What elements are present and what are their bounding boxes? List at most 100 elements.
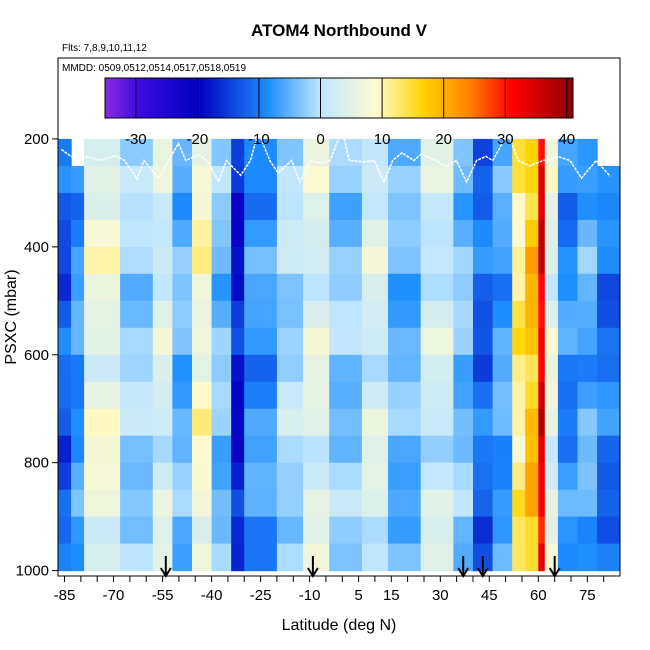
arrow-markers [159, 556, 561, 578]
heatmap-cell [276, 516, 304, 545]
heatmap-cell [473, 516, 494, 545]
heatmap-cell [388, 516, 422, 545]
heatmap-cell [544, 219, 559, 248]
heatmap-cell [512, 246, 526, 275]
heatmap-cell [303, 354, 330, 383]
heatmap-cell [525, 408, 539, 437]
heatmap-cell [231, 354, 245, 383]
heatmap-cell [544, 435, 559, 464]
heatmap-cell [244, 219, 278, 248]
heatmap-cell [244, 489, 278, 518]
heatmap-cell [231, 543, 245, 572]
heatmap-cell [231, 516, 245, 545]
heatmap-cell [152, 462, 173, 491]
heatmap-cell [172, 354, 193, 383]
heatmap-cell [303, 192, 330, 221]
heatmap-cell [211, 300, 232, 329]
heatmap-cell [211, 165, 232, 194]
heatmap-cell [544, 408, 559, 437]
heatmap-cell [71, 462, 85, 491]
heatmap-cell [512, 543, 526, 572]
heatmap-cell [538, 165, 546, 194]
heatmap-cell [303, 300, 330, 329]
heatmap-cell [84, 516, 121, 545]
heatmap-cell [71, 381, 85, 410]
heatmap-cell [172, 543, 193, 572]
heatmap-cell [577, 192, 598, 221]
heatmap-cell [192, 435, 213, 464]
heatmap-cell [512, 516, 526, 545]
heatmap-cell [84, 219, 121, 248]
colorbar-tick-label: 20 [435, 131, 452, 148]
heatmap-cell [453, 327, 474, 356]
heatmap-cell [211, 381, 232, 410]
heatmap-cell [172, 381, 193, 410]
heatmap-cell [329, 516, 363, 545]
heatmap-cell [420, 435, 454, 464]
heatmap-cell [512, 435, 526, 464]
heatmap-cell [557, 327, 579, 356]
heatmap-cell [525, 489, 539, 518]
heatmap-cell [473, 381, 494, 410]
heatmap-cell [329, 489, 363, 518]
heatmap-cell [473, 138, 494, 167]
dates-note: MMDD: 0509,0512,0514,0517,0518,0519 [62, 63, 246, 74]
heatmap-cell [388, 138, 422, 167]
heatmap-cell [244, 246, 278, 275]
heatmap-cell [525, 246, 539, 275]
heatmap-cell [361, 273, 389, 302]
heatmap-cell [453, 435, 474, 464]
heatmap-cell [303, 246, 330, 275]
heatmap-cell [84, 273, 121, 302]
colorbar-tick-label: 40 [558, 131, 575, 148]
heatmap-cell [211, 516, 232, 545]
heatmap-cell [544, 273, 559, 302]
heatmap-cell [577, 246, 598, 275]
heatmap-cell [231, 435, 245, 464]
heatmap-cell [525, 327, 539, 356]
heatmap-cell [152, 516, 173, 545]
heatmap-cell [231, 246, 245, 275]
heatmap-cell [597, 462, 620, 491]
heatmap-cell [71, 327, 85, 356]
heatmap-cell [577, 219, 598, 248]
heatmap-cell [473, 246, 494, 275]
heatmap-cell [361, 408, 389, 437]
heatmap-cell [453, 516, 474, 545]
arrow-head [457, 567, 470, 578]
heatmap-cell [512, 489, 526, 518]
heatmap-cell [361, 354, 389, 383]
y-tick-label: 800 [24, 455, 49, 472]
heatmap-cell [172, 408, 193, 437]
heatmap-cell [172, 327, 193, 356]
heatmap-cell [525, 354, 539, 383]
heatmap-cell [192, 273, 213, 302]
heatmap-cell [388, 462, 422, 491]
heatmap-cell [453, 462, 474, 491]
heatmap-cell [525, 543, 539, 572]
heatmap-cell [388, 192, 422, 221]
heatmap-cell [192, 138, 213, 167]
heatmap-cell [453, 246, 474, 275]
heatmap-cell [538, 543, 546, 572]
plot-frame [57, 57, 621, 577]
heatmap-cell [329, 219, 363, 248]
heatmap-cell [557, 192, 579, 221]
heatmap-cell [492, 489, 513, 518]
heatmap-cell [276, 381, 304, 410]
heatmap-cells [58, 138, 620, 572]
heatmap-cell [538, 219, 546, 248]
heatmap-cell [525, 462, 539, 491]
heatmap-cell [544, 381, 559, 410]
heatmap-cell [473, 489, 494, 518]
heatmap-cell [120, 435, 154, 464]
heatmap-cell [557, 435, 579, 464]
flights-note: Flts: 7,8,9,10,11,12 [62, 43, 147, 54]
heatmap-cell [538, 273, 546, 302]
heatmap-cell [244, 273, 278, 302]
heatmap-cell [329, 246, 363, 275]
heatmap-cell [192, 543, 213, 572]
heatmap-cell [192, 246, 213, 275]
heatmap-cell [361, 165, 389, 194]
heatmap-cell [152, 408, 173, 437]
